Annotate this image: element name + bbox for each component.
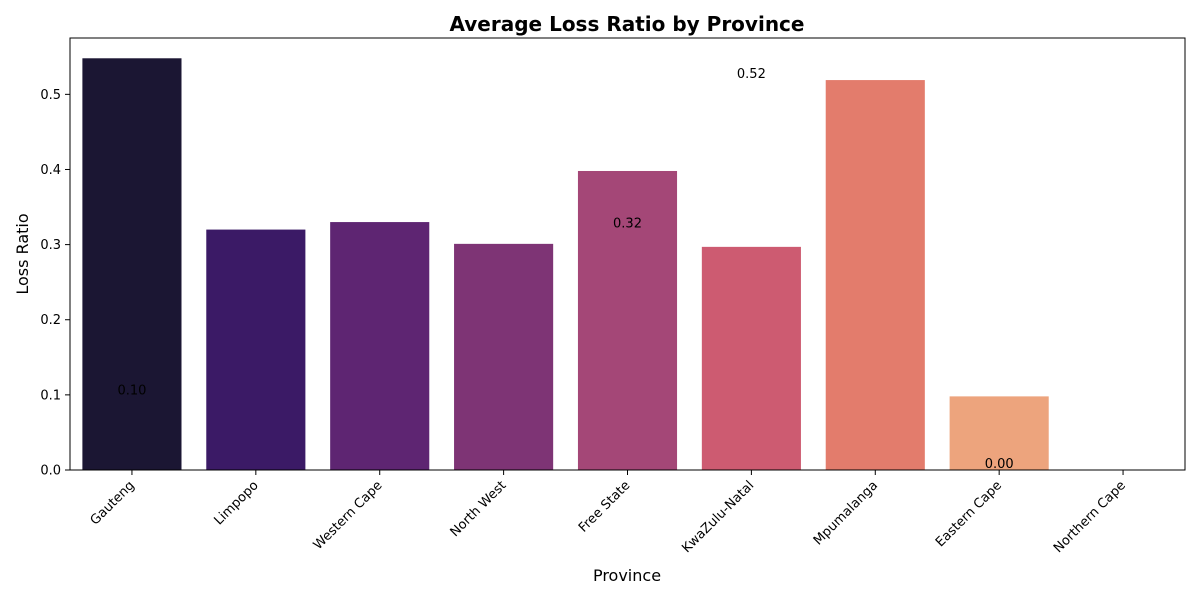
x-tick-label: Northern Cape (1051, 478, 1129, 556)
data-label: 0.32 (613, 217, 642, 232)
x-tick-label: Western Cape (311, 478, 386, 553)
bar-gauteng (82, 58, 182, 470)
bars-group (82, 58, 1049, 470)
bar-mpumalanga (825, 80, 925, 470)
x-tick-label: KwaZulu-Natal (679, 478, 757, 556)
x-axis: Gauteng Limpopo Western Cape North West Free… (88, 470, 1129, 556)
bar-eastern-cape (949, 396, 1049, 470)
data-label: 0.10 (117, 383, 146, 398)
y-axis: 0.0 0.1 0.2 0.3 0.4 0.5 (40, 88, 70, 479)
bar-kwazulu-natal (701, 246, 801, 470)
y-tick-label: 0.4 (40, 163, 61, 178)
annotations-group: 0.10 0.32 0.52 0.00 (117, 67, 1013, 472)
x-tick-label: Eastern Cape (933, 478, 1005, 550)
bar-western-cape (330, 222, 430, 470)
x-tick-label: Gauteng (88, 478, 138, 528)
data-label: 0.52 (737, 67, 766, 82)
y-tick-label: 0.5 (40, 88, 61, 103)
chart-title: Average Loss Ratio by Province (450, 12, 805, 36)
bar-north-west (454, 243, 554, 470)
bar-free-state (577, 170, 678, 470)
x-tick-label: Mpumalanga (811, 478, 881, 548)
y-tick-label: 0.2 (40, 313, 61, 328)
y-tick-label: 0.3 (40, 238, 61, 253)
x-tick-label: Free State (576, 478, 633, 535)
y-axis-label: Loss Ratio (13, 213, 32, 294)
x-tick-label: Limpopo (212, 478, 262, 528)
y-tick-label: 0.0 (40, 464, 61, 479)
bar-limpopo (206, 229, 306, 470)
x-axis-label: Province (593, 566, 661, 585)
x-tick-label: North West (448, 478, 510, 540)
data-label: 0.00 (985, 457, 1014, 472)
y-tick-label: 0.1 (40, 388, 61, 403)
